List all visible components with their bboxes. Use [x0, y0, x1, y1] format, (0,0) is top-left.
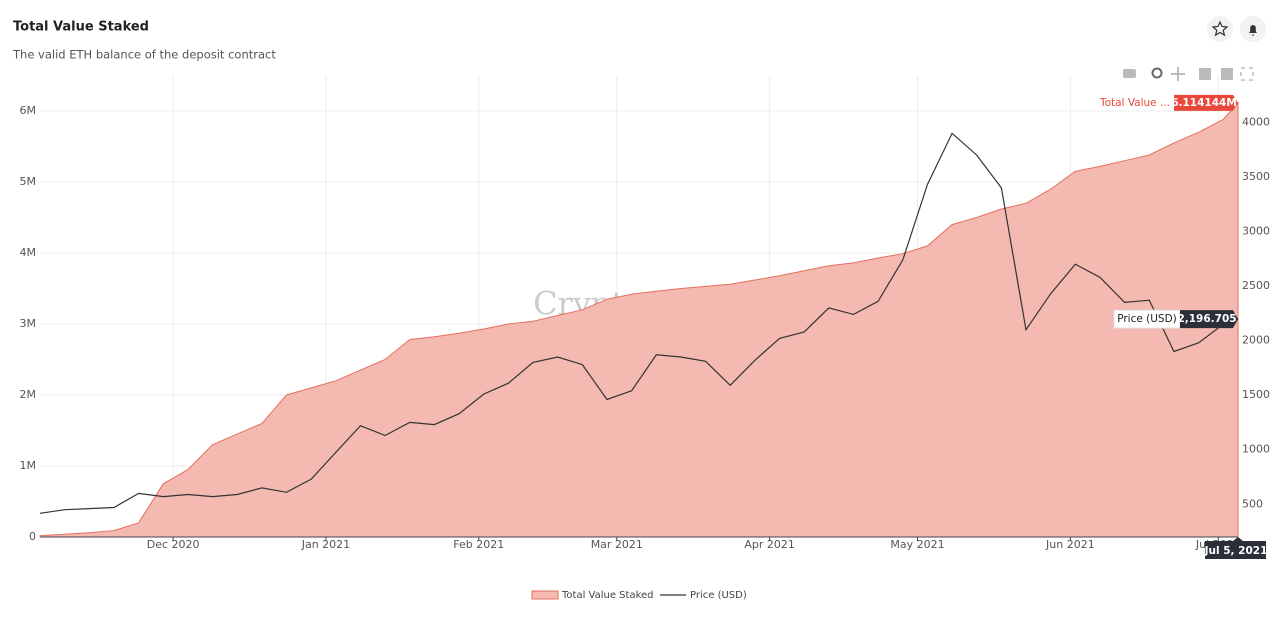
area-tag-value: 6.114144M	[1171, 97, 1237, 109]
pan-icon[interactable]	[1171, 67, 1185, 81]
x-tick-label: Apr 2021	[744, 538, 795, 551]
y2-tick-label: 2500	[1242, 279, 1270, 292]
y2-tick-label: 4000	[1242, 115, 1270, 128]
reset-icon[interactable]	[1240, 67, 1254, 81]
camera-icon[interactable]	[1123, 69, 1136, 78]
y2-tick-label: 500	[1242, 497, 1263, 510]
y2-tick-label: 1000	[1242, 443, 1270, 456]
y-tick-label: 1M	[20, 459, 37, 472]
star-bg[interactable]	[1207, 16, 1233, 42]
zoom-in-icon[interactable]	[1199, 68, 1211, 80]
y-tick-label: 2M	[20, 388, 37, 401]
y2-tick-label: 3500	[1242, 170, 1270, 183]
line-tag-value: 2,196.705	[1177, 313, 1236, 325]
x-tick-label: Feb 2021	[453, 538, 504, 551]
line-tag-bg	[1180, 310, 1238, 329]
y-tick-label: 4M	[20, 246, 37, 259]
y2-tick-label: 3000	[1242, 225, 1270, 238]
star-icon[interactable]	[1211, 20, 1229, 37]
line-tag-name: Price (USD)	[1117, 313, 1177, 325]
x-tick-label: Jan 2021	[301, 538, 350, 551]
zoom-icon[interactable]	[1151, 67, 1163, 79]
area-tag-name: Total Value ...	[1099, 97, 1170, 109]
bell-button[interactable]	[1240, 16, 1266, 42]
legend-swatch	[531, 590, 559, 600]
y-tick-label: 6M	[20, 104, 37, 117]
y-tick-label: 5M	[20, 175, 37, 188]
date-tag-bg	[1205, 537, 1266, 559]
y2-tick-label: 2000	[1242, 334, 1270, 347]
date-tag: Jul 5, 2021	[1204, 545, 1268, 557]
y2-tick-label: 1500	[1242, 388, 1270, 401]
zoom-out-icon[interactable]	[1221, 68, 1233, 80]
x-tick-label: Dec 2020	[147, 538, 200, 551]
y-tick-label: 0	[29, 530, 36, 543]
x-tick-label: May 2021	[890, 538, 944, 551]
star-button[interactable]	[1207, 16, 1233, 42]
x-tick-label: Jun 2021	[1045, 538, 1095, 551]
area-tag-bg	[1174, 94, 1238, 111]
legend-label: Price (USD)	[690, 590, 747, 601]
legend-label: Total Value Staked	[561, 590, 654, 601]
y-tick-label: 3M	[20, 317, 37, 330]
subtitle: The valid ETH balance of the deposit con…	[12, 48, 276, 62]
bell-icon[interactable]	[1249, 25, 1257, 36]
title: Total Value Staked	[13, 20, 149, 35]
toolbar	[1123, 67, 1254, 81]
x-tick-label: Mar 2021	[591, 538, 643, 551]
price-line	[39, 132, 1239, 514]
staked-area	[39, 101, 1239, 538]
